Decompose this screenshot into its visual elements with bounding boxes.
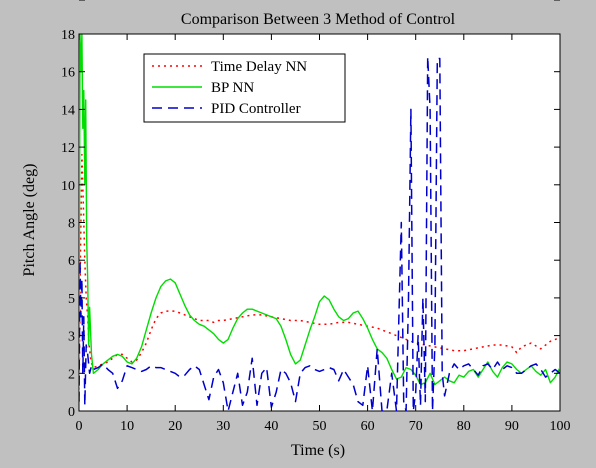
x-tick-label: 80: [457, 419, 471, 434]
x-tick-label: 30: [216, 419, 230, 434]
y-tick-label: 8: [68, 217, 75, 232]
x-tick-label: 90: [505, 419, 519, 434]
legend-label: BP NN: [211, 80, 254, 96]
y-tick-label: 18: [61, 28, 75, 43]
y-tick-label: 20: [61, 0, 75, 4]
x-tick-label: 10: [120, 419, 134, 434]
y-tick-label: 12: [61, 141, 75, 156]
y-tick-label: 5: [68, 292, 75, 307]
x-tick-label: 40: [264, 419, 278, 434]
x-axis-label: Time (s): [291, 442, 345, 459]
y-tick-label: 6: [68, 254, 75, 269]
legend-label: Time Delay NN: [211, 59, 307, 75]
x-tick-label: 50: [313, 419, 327, 434]
y-tick-label: 14: [61, 103, 75, 118]
legend: Time Delay NN BP NN PID Controller: [143, 53, 346, 123]
x-tick-label: 100: [550, 419, 571, 434]
series-layer: [79, 34, 560, 411]
y-tick-label: 16: [61, 66, 75, 81]
chart-title: Comparison Between 3 Method of Control: [181, 11, 456, 28]
x-tick-label: 20: [168, 419, 182, 434]
x-tick-label: 60: [361, 419, 375, 434]
y-tick-label: 0: [68, 405, 75, 420]
axes-layer: 0 10 20 30 40 50 60 70 80 90 100 0 2 3 5 6 8 10 12 14 16 18 20: [61, 0, 571, 434]
y-tick-label: 3: [68, 330, 75, 345]
series-line-bp-nn: [79, 34, 560, 402]
x-tick-label: 70: [409, 419, 423, 434]
x-tick-label: 0: [76, 419, 83, 434]
legend-label: PID Controller: [211, 101, 301, 117]
series-line-pid-controller: [79, 55, 560, 411]
y-tick-label: 2: [68, 367, 75, 382]
y-axis-label: Pitch Angle (deg): [21, 164, 38, 277]
y-tick-label: 10: [61, 179, 75, 194]
